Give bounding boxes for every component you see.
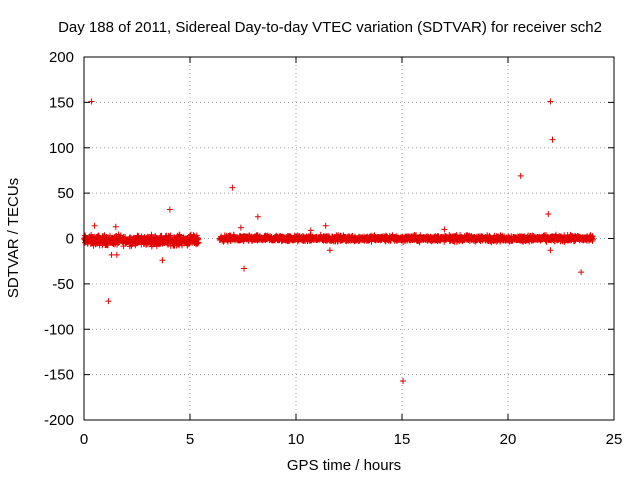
data-point-outlier: [578, 269, 585, 276]
x-axis-label: GPS time / hours: [287, 457, 401, 474]
data-point-outlier: [88, 98, 95, 105]
data-point-outlier: [322, 222, 329, 229]
x-tick-label: 10: [288, 431, 305, 448]
y-tick-label: 150: [49, 94, 74, 111]
data-point-outlier: [105, 298, 112, 305]
x-tick-label: 0: [80, 431, 88, 448]
data-point: [167, 232, 174, 239]
y-tick-label: -50: [52, 276, 74, 293]
data-point: [195, 239, 202, 246]
y-axis-label: SDTVAR / TECUs: [5, 178, 22, 298]
data-point-outlier: [549, 136, 556, 143]
data-point: [195, 235, 202, 242]
data-point-outlier: [254, 213, 261, 220]
data-point-outlier: [166, 206, 173, 213]
data-point-outlier: [113, 251, 120, 258]
data-point: [148, 231, 155, 238]
data-point-outlier: [108, 251, 115, 258]
data-point-outlier: [547, 98, 554, 105]
data-point: [193, 232, 200, 239]
x-tick-label: 15: [394, 431, 411, 448]
y-tick-label: 50: [57, 185, 74, 202]
data-point-outlier: [307, 227, 314, 234]
data-point-outlier: [441, 226, 448, 233]
data-point-outlier: [545, 210, 552, 217]
x-tick-label: 5: [186, 431, 194, 448]
data-point-outlier: [159, 257, 166, 264]
y-tick-label: 200: [49, 49, 74, 66]
data-point-outlier: [400, 377, 407, 384]
data-point: [120, 243, 127, 250]
data-point: [589, 236, 596, 243]
data-point-outlier: [112, 223, 119, 230]
axis-ticks: -200 -150 -100 -50 0 50 100 150 200 0 5 10 15 20 25: [44, 49, 622, 448]
chart-title: Day 188 of 2011, Sidereal Day-to-day VTE…: [58, 19, 602, 36]
data-point-outlier: [547, 247, 554, 254]
x-tick-label: 25: [606, 431, 623, 448]
plot-frame: [83, 56, 615, 421]
data-point-outlier: [237, 224, 244, 231]
data-point-outlier: [326, 247, 333, 254]
y-tick-label: 0: [66, 231, 74, 248]
x-tick-label: 20: [500, 431, 517, 448]
data-point: [176, 232, 183, 239]
y-tick-label: 100: [49, 140, 74, 157]
y-tick-label: -200: [44, 412, 74, 429]
y-tick-label: -150: [44, 367, 74, 384]
data-point-outlier: [241, 265, 248, 272]
y-tick-label: -100: [44, 321, 74, 338]
data-point-outlier: [517, 172, 524, 179]
data-point-outlier: [229, 184, 236, 191]
data-points: [81, 98, 596, 384]
data-point-outlier: [91, 222, 98, 229]
